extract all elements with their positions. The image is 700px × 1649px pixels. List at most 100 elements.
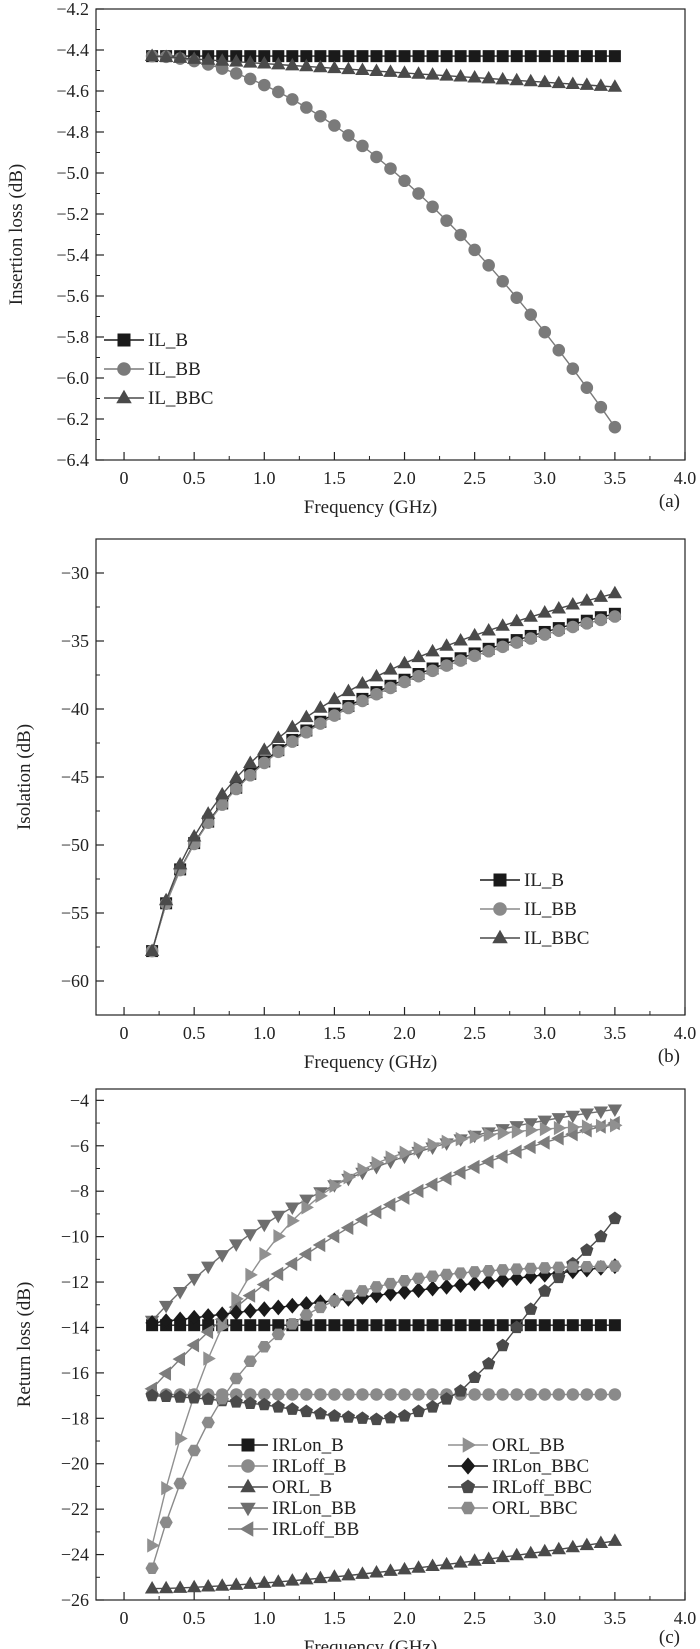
data-point [299, 58, 314, 72]
data-point [440, 50, 453, 63]
data-point [440, 1319, 453, 1332]
data-point [215, 786, 230, 800]
data-point [481, 1551, 496, 1564]
data-point [173, 1390, 187, 1403]
y-tick-label: −60 [61, 971, 89, 991]
data-point [609, 1118, 623, 1133]
legend-item: IL_BBC [480, 928, 589, 949]
data-point [510, 636, 523, 649]
y-axis-label: Insertion loss (dB) [6, 164, 27, 305]
data-point [342, 129, 355, 142]
data-point [523, 609, 538, 622]
data-point [273, 1229, 286, 1244]
data-point [438, 1171, 452, 1186]
data-point [482, 1388, 495, 1401]
data-point [370, 1319, 383, 1332]
x-tick-label: 3.5 [604, 468, 627, 488]
data-point [551, 75, 566, 89]
data-point [468, 1370, 482, 1384]
data-point [383, 64, 398, 77]
y-tick-label: −26 [61, 1590, 89, 1610]
data-point [356, 1388, 369, 1401]
data-point [173, 1311, 187, 1328]
y-tick-label: −10 [61, 1227, 89, 1247]
data-point [272, 745, 285, 759]
data-point [440, 214, 453, 227]
data-point [523, 73, 538, 87]
data-point [425, 1400, 440, 1413]
x-tick-label: 1.5 [323, 1023, 346, 1043]
legend-item: ORL_BBC [448, 1498, 578, 1519]
data-point [608, 610, 622, 623]
data-point [384, 1388, 397, 1401]
data-point [158, 1366, 172, 1381]
data-point [426, 1319, 439, 1332]
legend-item: IL_B [480, 870, 564, 891]
data-point [593, 589, 609, 602]
data-point [300, 101, 313, 114]
data-point [299, 1571, 314, 1585]
data-point [201, 1261, 216, 1275]
data-point [398, 50, 411, 63]
data-point [440, 659, 453, 672]
data-point [426, 1388, 439, 1401]
legend-marker [117, 362, 131, 376]
data-point [383, 1563, 398, 1576]
data-point [215, 53, 230, 66]
data-point [551, 1541, 566, 1555]
data-point [497, 1125, 511, 1141]
legend-item: IRLon_B [228, 1435, 344, 1456]
data-point [467, 69, 482, 83]
data-point [538, 1262, 552, 1274]
y-tick-label: −20 [61, 1454, 89, 1474]
data-point [328, 50, 341, 63]
data-point [313, 700, 328, 713]
data-point [217, 1319, 230, 1334]
data-point [243, 72, 257, 86]
data-point [539, 1121, 553, 1137]
data-point [356, 139, 369, 153]
data-point [593, 1106, 609, 1119]
data-point [258, 1319, 271, 1332]
x-tick-label: 3.0 [534, 468, 557, 488]
data-point [328, 709, 341, 722]
data-point [243, 1396, 257, 1409]
y-tick-label: −4.8 [56, 122, 89, 142]
data-point [608, 1388, 622, 1401]
data-point [412, 1319, 425, 1332]
panel-tag: (a) [659, 491, 680, 512]
data-point [425, 1270, 440, 1283]
chart-panel-a: 0 0.5 1.0 1.5 2.0 2.5 3.0 3.5 4.0 −6.4 −6.2 −6.0 −5.… [6, 0, 696, 518]
data-point [538, 628, 552, 641]
data-point [523, 1545, 538, 1559]
x-tick-label: 0 [120, 1608, 129, 1628]
data-point [329, 1178, 343, 1193]
y-tick-label: −14 [61, 1317, 89, 1337]
data-point [341, 1567, 356, 1581]
data-point [552, 1261, 566, 1274]
data-point [468, 1388, 481, 1401]
x-tick-label: 1.0 [253, 468, 276, 488]
data-point [495, 618, 510, 631]
data-point [299, 1194, 314, 1208]
data-point [410, 1183, 424, 1199]
data-point [369, 1281, 384, 1293]
data-point [495, 71, 510, 85]
data-point [454, 1319, 467, 1332]
legend-item: ORL_B [228, 1477, 332, 1498]
data-point [608, 420, 622, 434]
data-point [496, 640, 509, 654]
data-point [356, 50, 369, 63]
data-point [468, 649, 481, 663]
data-point [285, 1573, 300, 1586]
data-point [412, 50, 425, 63]
data-point [538, 1319, 551, 1332]
series-line [151, 613, 616, 952]
series-orl-bbc [145, 1260, 622, 1574]
data-point [439, 1556, 454, 1570]
data-point [355, 62, 370, 76]
data-point [243, 1576, 258, 1589]
data-point [552, 624, 566, 637]
data-point [357, 1162, 371, 1177]
data-point [427, 1137, 441, 1153]
